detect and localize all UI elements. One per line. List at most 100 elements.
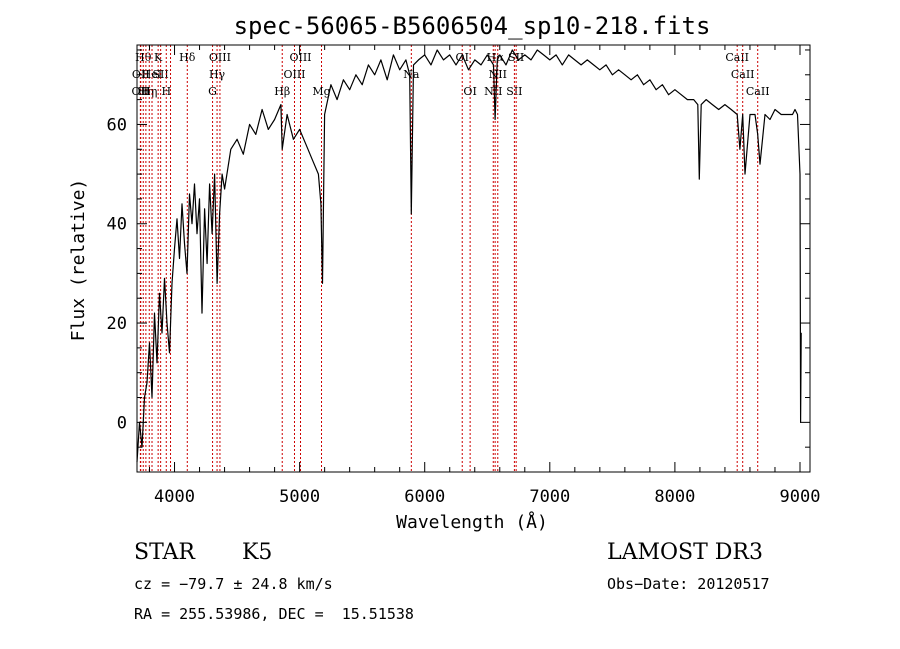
line-label-24: SII [506, 85, 522, 98]
data-point-10 [161, 332, 163, 334]
data-point-84 [494, 119, 496, 120]
data-point-78 [461, 54, 463, 56]
y-tick-label-60: 60 [107, 115, 127, 135]
data-point-129 [744, 173, 746, 175]
data-point-7 [154, 312, 155, 314]
data-point-112 [662, 84, 663, 86]
line-label-5: HeI [142, 68, 162, 81]
chart-title: spec-56065-B5606504_sp10-218.fits [234, 12, 711, 40]
data-point-71 [418, 59, 419, 61]
data-point-117 [693, 99, 695, 100]
data-point-49 [305, 143, 307, 145]
plot-frame [136, 44, 811, 473]
data-point-20 [186, 273, 188, 274]
data-point-75 [443, 59, 444, 61]
line-label-27: CaII [731, 68, 755, 81]
data-point-52 [320, 203, 322, 205]
data-point-38 [242, 153, 244, 155]
line-label-10: Hδ [179, 51, 196, 64]
series-flux-line [136, 49, 802, 463]
data-point-23 [194, 183, 195, 185]
x-axis: 4000 5000 6000 7000 8000 9000 [149, 45, 821, 507]
data-point-19 [184, 243, 185, 245]
data-point-76 [449, 54, 451, 56]
data-point-101 [593, 64, 594, 66]
data-point-53 [322, 282, 323, 284]
data-point-22 [191, 223, 193, 225]
data-point-98 [574, 59, 576, 61]
data-point-85 [496, 59, 498, 61]
data-point-74 [436, 49, 438, 51]
data-point-93 [543, 54, 544, 56]
data-point-16 [176, 218, 178, 220]
line-label-12: Hγ [209, 68, 226, 81]
data-point-12 [166, 322, 168, 324]
data-point-90 [524, 54, 526, 56]
data-point-103 [605, 64, 607, 66]
data-point-133 [759, 163, 761, 165]
data-point-132 [757, 134, 759, 135]
spectral-subclass: K5 [242, 540, 273, 565]
data-point-51 [318, 173, 319, 175]
data-point-88 [511, 49, 513, 51]
data-point-44 [280, 104, 282, 105]
data-point-73 [430, 64, 432, 66]
data-point-31 [214, 173, 216, 175]
data-point-5 [149, 342, 150, 344]
data-point-68 [409, 74, 411, 76]
data-point-126 [736, 114, 738, 115]
data-point-66 [399, 69, 401, 71]
object-class: STAR [134, 540, 195, 565]
data-point-119 [698, 178, 700, 180]
data-point-50 [311, 158, 313, 160]
data-point-29 [209, 183, 211, 185]
data-point-54 [324, 114, 325, 115]
y-tick-label-40: 40 [107, 215, 127, 235]
data-point-139 [792, 114, 793, 115]
line-label-13: OIII [209, 51, 231, 64]
data-point-62 [374, 74, 376, 76]
data-point-48 [299, 129, 300, 130]
data-point-26 [201, 312, 203, 314]
data-point-79 [468, 69, 469, 71]
coordinates: RA = 255.53986, DEC = 15.51538 [134, 605, 414, 623]
line-label-2: Hθ [135, 51, 152, 64]
data-point-83 [493, 64, 494, 66]
data-point-82 [486, 54, 488, 56]
data-point-89 [518, 59, 519, 61]
data-point-124 [724, 104, 726, 105]
data-point-86 [499, 54, 501, 56]
data-point-65 [393, 54, 394, 56]
data-point-21 [189, 193, 190, 195]
data-point-108 [637, 74, 638, 76]
data-point-28 [206, 263, 208, 264]
line-label-21: NII [484, 85, 502, 98]
y-axis-label: Flux (relative) [68, 179, 89, 342]
data-point-91 [530, 59, 532, 61]
data-point-17 [179, 258, 180, 259]
data-point-64 [386, 79, 388, 81]
data-point-58 [349, 89, 351, 91]
data-point-96 [561, 64, 563, 66]
line-label-4: Hη [141, 85, 157, 98]
data-point-97 [568, 54, 569, 56]
line-label-20: OI [463, 85, 476, 98]
data-point-37 [236, 138, 238, 140]
data-point-8 [156, 362, 158, 364]
data-point-106 [624, 74, 626, 76]
x-tick-label-9000: 9000 [780, 487, 821, 507]
data-point-127 [739, 148, 741, 150]
line-label-17: Mg [312, 85, 330, 98]
data-point-136 [774, 109, 776, 110]
data-point-41 [261, 109, 263, 110]
data-point-135 [769, 119, 771, 120]
line-label-0: OII [132, 85, 150, 98]
data-point-11 [164, 278, 165, 279]
line-label-14: Hβ [274, 85, 290, 98]
data-point-102 [599, 69, 601, 71]
data-point-60 [361, 84, 363, 86]
series-layer [136, 49, 802, 463]
data-point-137 [780, 114, 782, 115]
line-label-11: G [208, 85, 217, 98]
data-point-142 [799, 173, 801, 175]
